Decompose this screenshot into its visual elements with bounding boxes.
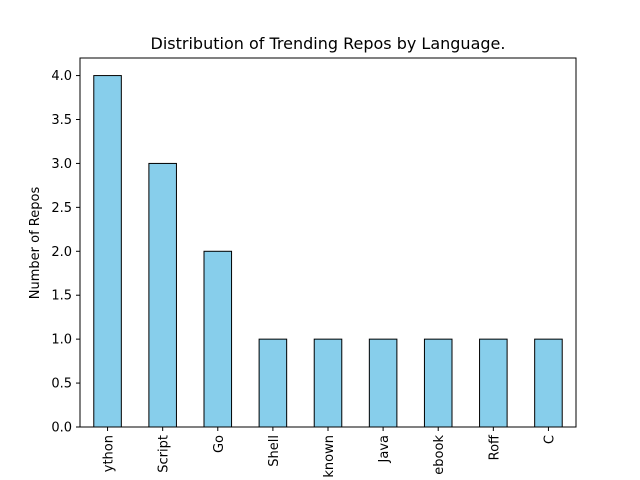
axes-frame	[79, 57, 577, 428]
x-tick-label-4: known	[322, 435, 337, 478]
x-tick-label-1: Script	[157, 435, 172, 473]
y-tick-label-8: 4.0	[51, 69, 72, 84]
bar-2	[203, 250, 233, 428]
bar-4	[313, 338, 343, 428]
bar-6	[423, 338, 453, 428]
x-tick-label-0: ython	[102, 435, 117, 472]
bar-1	[148, 162, 177, 428]
y-tick-label-0: 0.0	[51, 421, 72, 436]
x-tick-label-2: Go	[212, 435, 227, 453]
x-tick-label-7: Roff	[487, 434, 502, 460]
y-axis-label: Number of Repos	[28, 187, 43, 300]
bar-7	[479, 338, 508, 428]
y-tick-label-6: 3.0	[51, 157, 72, 172]
x-tick-label-5: Java	[377, 435, 392, 463]
y-tick-label-4: 2.0	[51, 245, 72, 260]
chart-title: Distribution of Trending Repos by Langua…	[151, 34, 506, 53]
y-tick-label-3: 1.5	[51, 289, 72, 304]
y-tick-label-7: 3.5	[51, 113, 72, 128]
bar-5	[368, 338, 398, 428]
bar-8	[534, 338, 563, 428]
plot-area: ython Script Go Shell known Java ebook Roff C 0.0…	[51, 57, 577, 478]
x-tick-label-6: ebook	[432, 435, 447, 475]
y-tick-label-5: 2.5	[51, 201, 72, 216]
y-tick-label-2: 1.0	[51, 333, 72, 348]
x-tick-label-3: Shell	[267, 435, 282, 467]
y-tick-label-1: 0.5	[51, 377, 72, 392]
x-tick-label-8: C	[542, 435, 557, 444]
bar-3	[258, 338, 288, 428]
bar-0	[93, 75, 122, 428]
